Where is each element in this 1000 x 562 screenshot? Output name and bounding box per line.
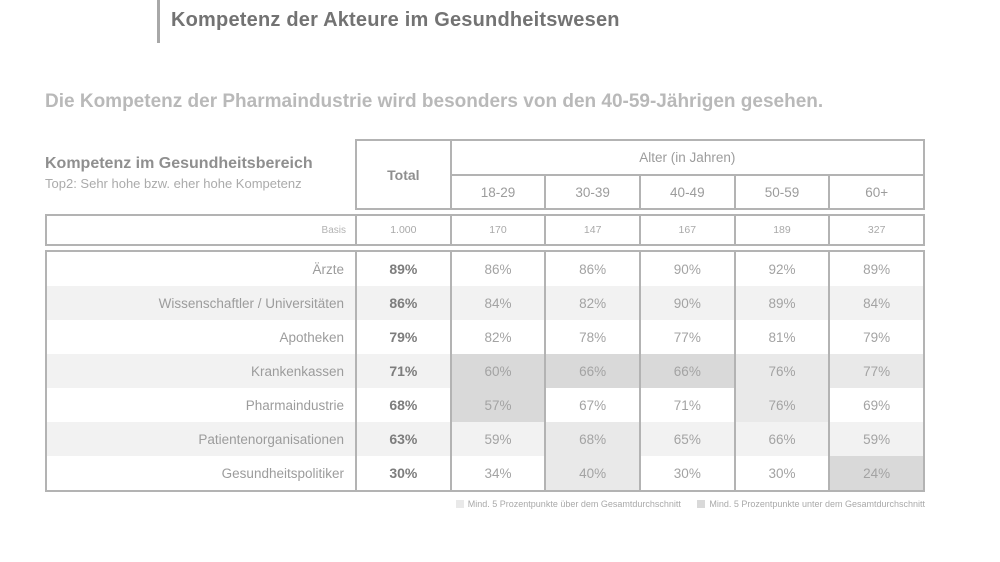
title-row: Kompetenz der Akteure im Gesundheitswese… — [0, 0, 1000, 43]
basis-value: 170 — [451, 216, 545, 245]
value-cell: 30% — [640, 456, 734, 491]
value-cell: 78% — [546, 320, 639, 355]
value-cell: 59% — [451, 422, 545, 457]
column-group-header-age: Alter (in Jahren) — [451, 141, 923, 175]
competence-table: Kompetenz im Gesundheitsbereich Top2: Se… — [45, 139, 925, 493]
basis-value: 327 — [830, 216, 923, 245]
row-label: Wissenschaftler / Universitäten — [47, 286, 355, 321]
row-label: Ärzte — [47, 252, 355, 287]
legend-swatch-over-icon — [455, 500, 464, 509]
column-header-age: 60+ — [830, 176, 923, 209]
legend-swatch-under-icon — [697, 500, 706, 509]
value-cell: 86% — [546, 252, 639, 287]
value-cell: 90% — [640, 252, 734, 287]
table-section-title: Kompetenz im Gesundheitsbereich — [45, 154, 313, 172]
row-label: Krankenkassen — [47, 354, 355, 389]
column-header-age: 30-39 — [546, 176, 639, 209]
basis-value: 147 — [546, 216, 639, 245]
value-cell: 89% — [830, 252, 923, 287]
value-cell: 76% — [735, 388, 829, 423]
value-cell: 69% — [830, 388, 923, 423]
key-finding-text: Die Kompetenz der Pharmaindustrie wird b… — [45, 91, 824, 112]
value-cell: 84% — [830, 286, 923, 321]
value-cell: 66% — [546, 354, 639, 389]
value-cell: 30% — [735, 456, 829, 491]
value-cell: 77% — [640, 320, 734, 355]
legend: Mind. 5 Prozentpunkte über dem Gesamtdur… — [45, 499, 925, 509]
value-cell: 82% — [451, 320, 545, 355]
value-cell: 40% — [546, 456, 639, 491]
value-cell: 84% — [451, 286, 545, 321]
basis-total: 1.000 — [357, 216, 450, 245]
legend-item-under: Mind. 5 Prozentpunkte unter dem Gesamtdu… — [697, 499, 925, 509]
total-value-cell: 86% — [357, 286, 450, 321]
slide-title: Kompetenz der Akteure im Gesundheitswese… — [171, 9, 620, 31]
value-cell: 82% — [546, 286, 639, 321]
total-value-cell: 63% — [357, 422, 450, 457]
total-value-cell: 89% — [357, 252, 450, 287]
basis-value: 167 — [640, 216, 734, 245]
value-cell: 79% — [830, 320, 923, 355]
total-value-cell: 71% — [357, 354, 450, 389]
value-cell: 68% — [546, 422, 639, 457]
column-header-age: 50-59 — [735, 176, 829, 209]
basis-value: 189 — [735, 216, 829, 245]
column-header-age: 18-29 — [451, 176, 545, 209]
value-cell: 77% — [830, 354, 923, 389]
title-accent-bar — [157, 0, 160, 43]
row-label: Patientenorganisationen — [47, 422, 355, 457]
row-label: Gesundheitspolitiker — [47, 456, 355, 491]
value-cell: 89% — [735, 286, 829, 321]
column-header-age: 40-49 — [640, 176, 734, 209]
value-cell: 90% — [640, 286, 734, 321]
value-cell: 60% — [451, 354, 545, 389]
row-label: Apotheken — [47, 320, 355, 355]
value-cell: 86% — [451, 252, 545, 287]
value-cell: 34% — [451, 456, 545, 491]
basis-row: Basis 1.000 170 147 167 189 327 — [45, 214, 925, 247]
legend-label-under: Mind. 5 Prozentpunkte unter dem Gesamtdu… — [709, 499, 925, 510]
data-rows: Ärzte 89% 86% 86% 90% 92% 89% Wissenschaftler /… — [45, 250, 925, 493]
table-section-subtitle: Top2: Sehr hohe bzw. eher hohe Kompetenz — [45, 175, 302, 191]
row-label: Pharmaindustrie — [47, 388, 355, 423]
value-cell: 57% — [451, 388, 545, 423]
value-cell: 66% — [640, 354, 734, 389]
value-cell: 92% — [735, 252, 829, 287]
table-header: Kompetenz im Gesundheitsbereich Top2: Se… — [45, 139, 925, 211]
value-cell: 67% — [546, 388, 639, 423]
value-cell: 71% — [640, 388, 734, 423]
total-value-cell: 30% — [357, 456, 450, 491]
column-header-total: Total — [357, 141, 450, 209]
basis-label: Basis — [47, 216, 355, 245]
value-cell: 24% — [830, 456, 923, 491]
value-cell: 81% — [735, 320, 829, 355]
total-value-cell: 79% — [357, 320, 450, 355]
value-cell: 66% — [735, 422, 829, 457]
column-header-grid: Total Alter (in Jahren) 18-29 30-39 40-49 5… — [355, 139, 925, 211]
legend-label-over: Mind. 5 Prozentpunkte über dem Gesamtdur… — [467, 499, 681, 510]
table-section-header: Kompetenz im Gesundheitsbereich Top2: Se… — [45, 139, 355, 210]
total-value-cell: 68% — [357, 388, 450, 423]
value-cell: 59% — [830, 422, 923, 457]
value-cell: 65% — [640, 422, 734, 457]
legend-item-over: Mind. 5 Prozentpunkte über dem Gesamtdur… — [455, 499, 681, 510]
value-cell: 76% — [735, 354, 829, 389]
